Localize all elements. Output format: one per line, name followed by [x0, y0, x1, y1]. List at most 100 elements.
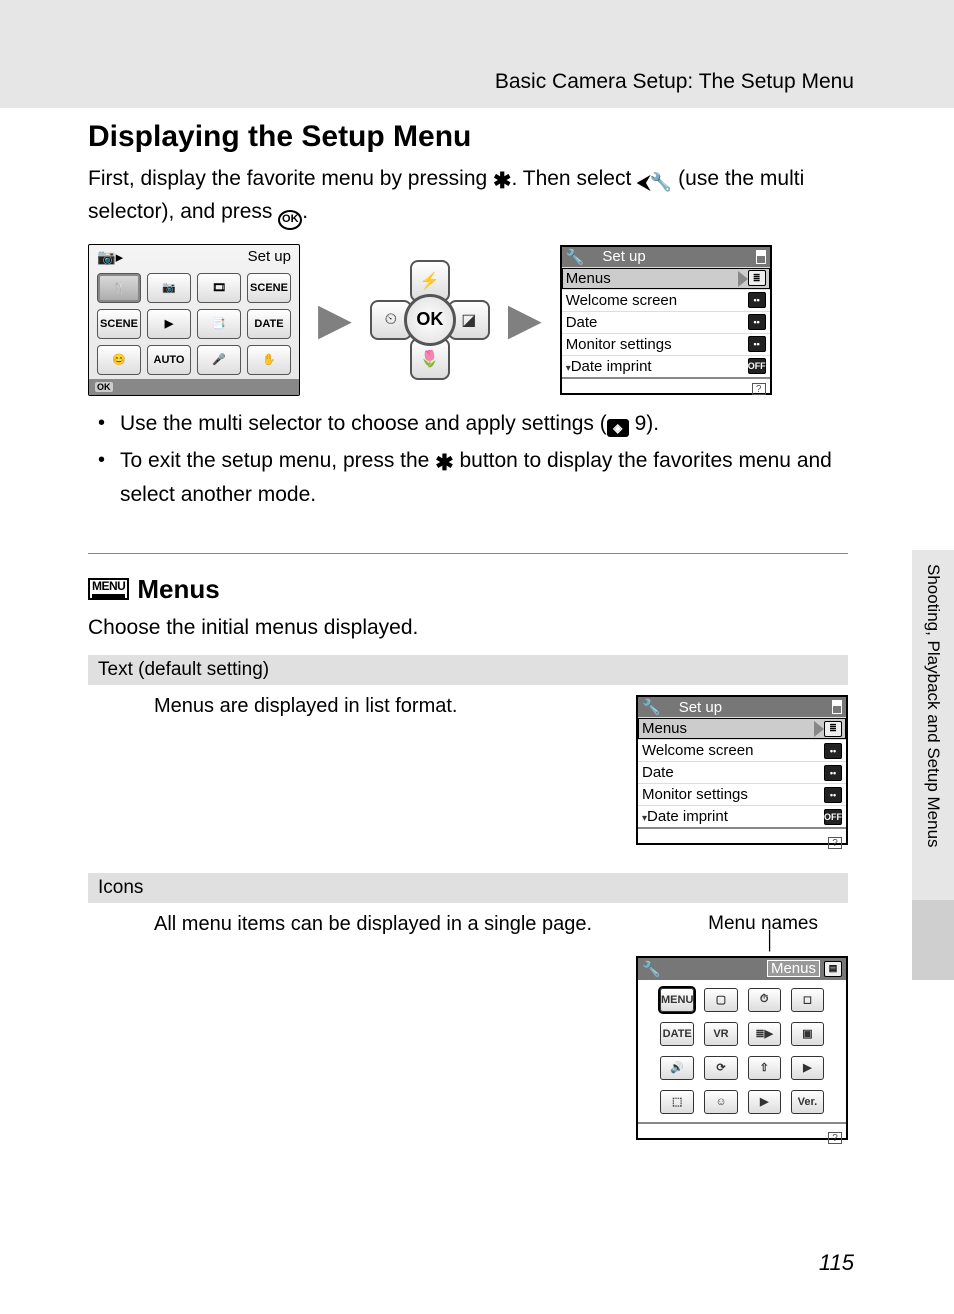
page-title: Displaying the Setup Menu	[88, 120, 848, 154]
icons-grid-cell: DATE	[660, 1022, 694, 1046]
setup-menu-row: Monitor settings••	[638, 783, 846, 805]
ok-hint-icon: OK	[95, 382, 113, 392]
menus-intro: Choose the initial menus displayed.	[88, 613, 848, 643]
multi-selector-graphic: ⚡ 🌷 ⏲ ◪ OK	[370, 260, 490, 380]
favorites-title: Set up	[248, 248, 291, 265]
icons-grid-cell: ⟳	[704, 1056, 737, 1080]
icons-grid-cell: ⇧	[748, 1056, 781, 1080]
favorites-menu-header: 📷▸ Set up	[89, 245, 299, 267]
content-column: Displaying the Setup Menu First, display…	[88, 120, 848, 1140]
setup-row-badge: ••	[748, 314, 766, 330]
menu-tag-icon: MENU	[88, 578, 129, 600]
setup-row-label: Date	[642, 764, 674, 781]
icons-menu-wrapper: Menu names │ 🔧 Menus ▤ MENU▢⏱◻DATEVR≣▶▣🔊…	[636, 913, 848, 1139]
menu-names-label: Menu names	[636, 913, 818, 935]
favorites-footer: OK	[89, 379, 299, 395]
icons-grid-cell: ▣	[791, 1022, 824, 1046]
page: Basic Camera Setup: The Setup Menu Displ…	[0, 0, 954, 1314]
help-icon: ?	[828, 1132, 842, 1144]
side-tab-text: Shooting, Playback and Setup Menus	[923, 564, 943, 848]
setup-menu-row: Menus≣	[638, 717, 846, 739]
wrench-icon: 🔧	[642, 960, 661, 978]
bullet-2: To exit the setup menu, press the ✱ butt…	[120, 445, 848, 511]
wrench-icon: 🔧	[566, 248, 585, 266]
icons-grid-cell: ⏱	[748, 988, 781, 1012]
icons-grid: MENU▢⏱◻DATEVR≣▶▣🔊⟳⇧▶⬚☺▶Ver.	[638, 980, 846, 1122]
section-divider	[88, 553, 848, 554]
camera-tab-icon: 📷▸	[97, 248, 123, 266]
side-tab-thumb	[912, 900, 954, 980]
setup-menu-rows: Menus≣Welcome screen••Date••Monitor sett…	[562, 267, 770, 377]
help-icon: ?	[828, 837, 842, 849]
icons-grid-cell: ☺	[704, 1090, 737, 1114]
setup-title-text: Set up	[679, 699, 722, 716]
favorite-icon: ✱	[493, 168, 511, 193]
option-icons-desc: All menu items can be displayed in a sin…	[154, 913, 606, 936]
favorites-cell: 📷	[147, 273, 191, 303]
favorites-cell: 🍴	[97, 273, 141, 303]
icons-grid-cell: ▢	[704, 988, 737, 1012]
intro-text-2: . Then select	[511, 167, 637, 190]
icons-grid-cell: ▶	[748, 1090, 781, 1114]
setup-menu-row: Date••	[562, 311, 770, 333]
setup-row-badge: ••	[824, 743, 842, 759]
icons-menu-selected-label: Menus	[767, 960, 820, 977]
icons-grid-cell: Ver.	[791, 1090, 824, 1114]
favorites-cell: SCENE	[97, 309, 141, 339]
icons-menu-row: Menus ▤	[767, 960, 842, 977]
setup-menu-rows: Menus≣Welcome screen••Date••Monitor sett…	[638, 717, 846, 827]
intro-text-4: .	[302, 200, 308, 223]
icons-grid-cell: ◻	[791, 988, 824, 1012]
bullet-list: Use the multi selector to choose and app…	[120, 408, 848, 511]
setup-title-text: Set up	[602, 248, 645, 265]
option-icons-header: Icons	[88, 873, 848, 903]
ok-button-icon: OK	[278, 210, 302, 230]
icons-menu-mock: 🔧 Menus ▤ MENU▢⏱◻DATEVR≣▶▣🔊⟳⇧▶⬚☺▶Ver. ?	[636, 956, 848, 1140]
bullet-1: Use the multi selector to choose and app…	[120, 408, 848, 440]
list-badge-icon: ▤	[824, 961, 842, 977]
setup-row-badge: OFF	[748, 358, 766, 374]
diagram-row: 📷▸ Set up 🍴📷🎞SCENESCENE▶📑DATE😊AUTO🎤✋ OK …	[88, 244, 848, 396]
setup-row-badge: ≣	[748, 270, 766, 286]
favorites-cell: 😊	[97, 345, 141, 375]
setup-menu-row: ▾Date imprintOFF	[638, 805, 846, 827]
page-number: 115	[819, 1250, 854, 1276]
icons-grid-cell: 🔊	[660, 1056, 694, 1080]
arrow-icon: ▶	[508, 298, 542, 342]
setup-row-label: Monitor settings	[642, 786, 748, 803]
option-icons-body: All menu items can be displayed in a sin…	[88, 903, 848, 1139]
icons-grid-cell: ≣▶	[748, 1022, 781, 1046]
favorites-cell: SCENE	[247, 273, 291, 303]
setup-row-badge: ••	[748, 336, 766, 352]
favorite-icon: ✱	[435, 450, 453, 475]
setup-menu-row: Date••	[638, 761, 846, 783]
side-tab: Shooting, Playback and Setup Menus	[912, 550, 954, 980]
setup-wrench-icon: ⮜🔧	[637, 172, 672, 192]
setup-menu-footer: ?	[638, 827, 846, 843]
bullet-1-text-b: 9).	[629, 412, 659, 435]
setup-row-label: ▾Date imprint	[566, 358, 652, 375]
favorites-menu-mock: 📷▸ Set up 🍴📷🎞SCENESCENE▶📑DATE😊AUTO🎤✋ OK	[88, 244, 300, 396]
bullet-1-text-a: Use the multi selector to choose and app…	[120, 412, 607, 435]
icons-grid-cell: ▶	[791, 1056, 824, 1080]
icons-menu-title: 🔧 Menus ▤	[638, 958, 846, 980]
setup-menu-title: 🔧 Set up	[638, 697, 846, 717]
option-text-header: Text (default setting)	[88, 655, 848, 685]
intro-paragraph: First, display the favorite menu by pres…	[88, 164, 848, 230]
reference-icon: ◈	[607, 419, 629, 437]
running-header: Basic Camera Setup: The Setup Menu	[495, 70, 854, 94]
selector-ok: OK	[404, 294, 456, 346]
favorites-cell: ✋	[247, 345, 291, 375]
favorites-cell: 📑	[197, 309, 241, 339]
icons-menu-footer: ?	[638, 1122, 846, 1138]
setup-menu-mock: 🔧 Set up Menus≣Welcome screen••Date••Mon…	[560, 245, 772, 395]
bullet-2-text-a: To exit the setup menu, press the	[120, 449, 435, 472]
setup-menu-footer: ?	[562, 377, 770, 393]
setup-menu-row: Menus≣	[562, 267, 770, 289]
favorites-cell: AUTO	[147, 345, 191, 375]
setup-menu-mock-2: 🔧 Set up Menus≣Welcome screen••Date••Mon…	[636, 695, 848, 845]
icons-grid-cell: MENU	[660, 988, 694, 1012]
menu-names-pointer: │	[636, 933, 776, 947]
icons-grid-cell: ⬚	[660, 1090, 694, 1114]
setup-menu-row: Welcome screen••	[638, 739, 846, 761]
